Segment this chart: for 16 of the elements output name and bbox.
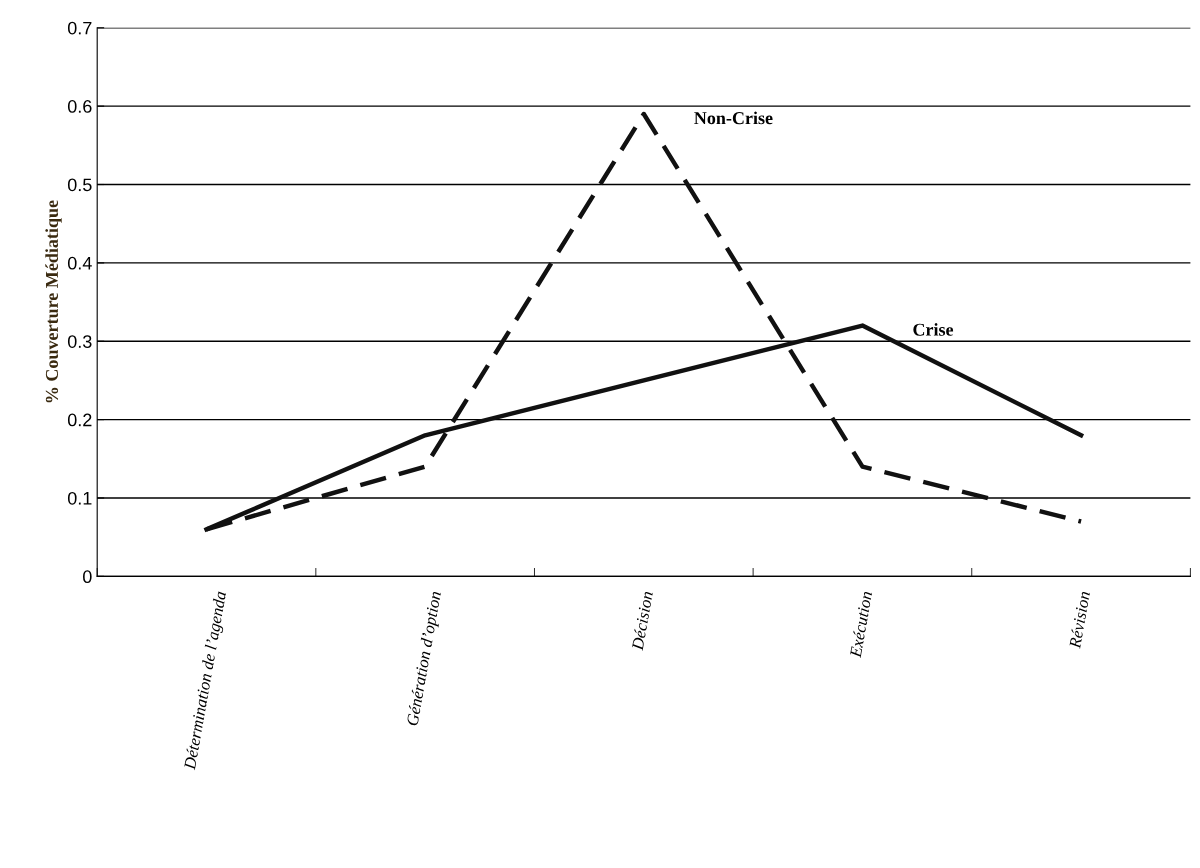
y-tick-label: 0.2 xyxy=(67,413,92,427)
series-label: Crise xyxy=(913,323,954,336)
x-tick-label: Décision xyxy=(631,590,653,651)
x-tick-label: Exécution xyxy=(849,590,873,659)
x-tick-label: Révision xyxy=(1068,590,1091,649)
y-tick-label: 0.4 xyxy=(67,256,92,270)
y-tick-label: 0 xyxy=(83,570,92,584)
y-tick-label: 0.7 xyxy=(67,21,92,35)
y-tick-label: 0.3 xyxy=(67,335,92,348)
y-axis-title: % Couverture Médiatique xyxy=(45,200,62,403)
y-tick-label: 0.6 xyxy=(67,100,92,113)
x-tick-label: Génération d’option xyxy=(406,590,445,727)
text: Non-Crise xyxy=(694,111,773,125)
y-tick-label: 0.1 xyxy=(67,491,92,505)
y-tick-label: 0.5 xyxy=(67,178,92,192)
x-tick-label: Détermination de l’agenda xyxy=(183,590,230,771)
